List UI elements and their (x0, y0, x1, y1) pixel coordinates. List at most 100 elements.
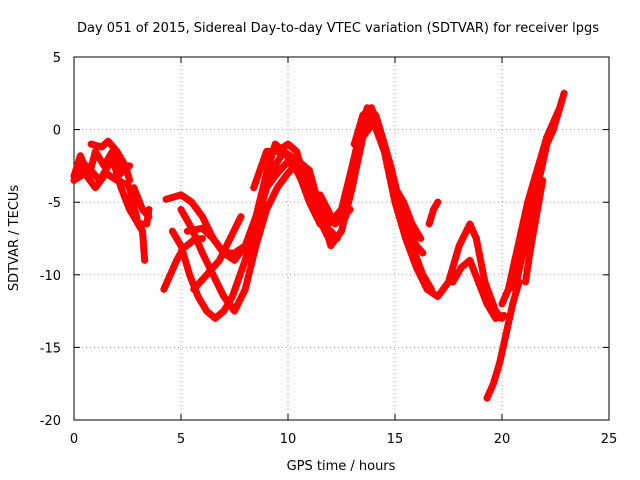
data-point (228, 293, 236, 301)
data-point (430, 205, 438, 213)
data-point (241, 242, 249, 250)
series-arc21 (511, 97, 566, 293)
data-point (117, 184, 125, 192)
series-arc17 (425, 198, 442, 228)
series-line (70, 147, 134, 180)
data-point (273, 184, 281, 192)
series-line (483, 278, 523, 402)
data-point (312, 205, 320, 213)
data-point (138, 205, 146, 213)
data-point (263, 184, 271, 192)
data-point (271, 140, 279, 148)
data-point (190, 285, 198, 293)
data-point (121, 162, 129, 170)
data-point (134, 220, 142, 228)
series-arc16 (350, 104, 435, 293)
data-point (537, 169, 545, 177)
data-point (472, 235, 480, 242)
x-tick-label: 15 (387, 432, 404, 447)
data-point (492, 314, 500, 322)
y-tick-label: -5 (48, 196, 61, 211)
series-arc6 (130, 184, 153, 221)
data-point (173, 256, 181, 264)
data-point (522, 278, 530, 286)
data-point (397, 205, 405, 213)
series-arc3 (74, 155, 149, 264)
data-point (162, 195, 170, 203)
data-point (237, 213, 245, 221)
data-point (83, 162, 91, 170)
data-point (305, 166, 313, 174)
data-point (483, 394, 491, 402)
data-point (348, 176, 356, 184)
data-point (408, 220, 416, 228)
data-point (130, 184, 138, 192)
plot-frame (73, 56, 610, 421)
data-point (168, 227, 176, 235)
data-point (198, 224, 206, 232)
data-point (188, 198, 196, 206)
series-arc18 (449, 256, 508, 322)
data-point (526, 249, 534, 257)
data-point (539, 176, 547, 184)
data-point (226, 235, 234, 242)
series-arc12 (190, 213, 245, 293)
data-point (457, 264, 465, 272)
data-point (466, 220, 474, 228)
data-point (376, 126, 384, 134)
data-point (220, 293, 228, 301)
data-point (483, 300, 491, 308)
data-series (70, 89, 568, 402)
data-point (74, 166, 82, 174)
data-point (216, 256, 224, 264)
data-point (263, 205, 271, 213)
data-point (419, 249, 427, 257)
data-point (126, 176, 134, 184)
data-point (425, 220, 433, 228)
series-arc4 (87, 137, 134, 184)
data-point (466, 256, 474, 264)
data-point (489, 380, 497, 388)
x-tick-label: 5 (177, 432, 185, 447)
data-point (194, 293, 202, 301)
data-point (177, 242, 185, 250)
data-point (209, 235, 217, 242)
data-point (203, 271, 211, 279)
data-point (109, 155, 117, 163)
data-point (434, 198, 442, 206)
data-point (273, 147, 281, 155)
series-arc19 (483, 278, 523, 402)
data-point (417, 235, 425, 242)
x-axis-label: GPS time / hours (287, 459, 396, 474)
data-point (449, 278, 457, 286)
data-point (517, 256, 525, 264)
data-point (327, 227, 335, 235)
data-point (502, 329, 510, 337)
data-point (434, 293, 442, 301)
series-line (74, 155, 149, 264)
data-point (524, 227, 532, 235)
x-tick-labels: 0 5 10 15 20 25 (70, 432, 617, 447)
data-point (96, 176, 104, 184)
data-point (177, 191, 185, 199)
data-point (145, 213, 153, 221)
data-point (143, 220, 151, 228)
data-point (113, 147, 121, 155)
data-point (263, 147, 271, 155)
data-point (419, 271, 427, 279)
data-point (284, 140, 292, 148)
data-point (320, 224, 328, 232)
data-point (511, 256, 519, 264)
data-point (70, 176, 78, 184)
series-arc9 (168, 104, 427, 322)
series-arc22 (522, 176, 547, 286)
data-point (350, 140, 358, 148)
data-point (203, 307, 211, 315)
data-point (87, 140, 95, 148)
data-point (558, 97, 566, 105)
data-point (252, 242, 260, 250)
data-point (231, 256, 238, 264)
data-point (359, 111, 367, 119)
data-point (76, 152, 84, 160)
